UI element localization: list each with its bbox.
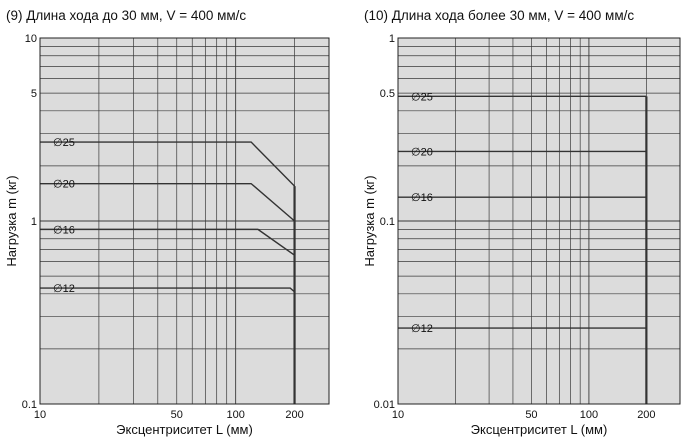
chart-10-y-tick-label: 0.01 [374, 399, 395, 411]
chart-10-title: (10) Длина хода более 30 мм, V = 400 мм/… [364, 8, 634, 23]
chart-10-y-tick-label: 0.1 [380, 216, 395, 228]
chart-9-y-tick-label: 1 [31, 216, 37, 228]
chart-9-title: (9) Длина хода до 30 мм, V = 400 мм/с [6, 8, 246, 23]
chart-10-y-axis-label: Нагрузка m (кг) [362, 175, 377, 266]
chart-10-x-tick-label: 200 [637, 409, 655, 421]
chart-9-series-line [40, 228, 295, 256]
chart-10-x-tick-label: 100 [580, 409, 598, 421]
chart-9-plot-border [39, 37, 330, 405]
chart-10-y-tick-label: 1 [389, 33, 395, 45]
chart-9-series-line [40, 182, 296, 222]
chart-9-y-tick-label: 10 [25, 33, 37, 45]
chart-9-x-axis-label: Эксцентриситет L (мм) [116, 422, 253, 437]
chart-10: (10) Длина хода более 30 мм, V = 400 мм/… [362, 8, 681, 437]
chart-9-grid [39, 38, 330, 405]
chart-10-series [398, 95, 648, 404]
chart-9-y-tick-label: 0.1 [22, 399, 37, 411]
chart-10-series-label: ∅12 [411, 323, 433, 335]
chart-10-series-label: ∅16 [411, 192, 433, 204]
chart-9-y-axis-label: Нагрузка m (кг) [4, 175, 19, 266]
chart-9-y-tick-label: 5 [31, 88, 37, 100]
chart-9-series-label: ∅16 [53, 224, 75, 236]
chart-10-frame [397, 37, 681, 405]
chart-9-series-label: ∅12 [53, 283, 75, 295]
chart-9-series-line [40, 141, 296, 187]
chart-10-y-tick-label: 0.5 [380, 88, 395, 100]
chart-9: (9) Длина хода до 30 мм, V = 400 мм/с 0.… [4, 8, 330, 437]
chart-9-x-tick-label: 10 [34, 409, 46, 421]
chart-9-x-tick-label: 200 [285, 409, 303, 421]
chart-9-series-label: ∅20 [53, 179, 75, 191]
chart-9-series [40, 141, 296, 404]
chart-9-x-tick-label: 50 [171, 409, 183, 421]
chart-10-series-label: ∅25 [411, 91, 433, 103]
chart-9-frame [39, 37, 330, 405]
chart-10-x-axis-label: Эксцентриситет L (мм) [471, 422, 608, 437]
chart-10-x-tick-label: 50 [525, 409, 537, 421]
chart-9-x-tick-label: 100 [226, 409, 244, 421]
chart-10-grid [397, 38, 681, 405]
chart-9-series-label: ∅25 [53, 137, 75, 149]
chart-9-series-line [40, 287, 296, 293]
chart-10-x-tick-label: 10 [392, 409, 404, 421]
chart-10-series-label: ∅20 [411, 146, 433, 158]
chart-10-plot-border [397, 37, 681, 405]
